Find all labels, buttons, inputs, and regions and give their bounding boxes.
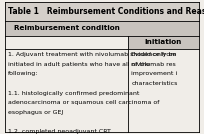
Text: Initiation: Initiation [145,39,182,45]
Text: Evidence from: Evidence from [131,52,176,57]
Bar [5,21,199,36]
Text: Reimbursement condition: Reimbursement condition [14,25,120,31]
Bar [5,36,128,49]
Bar [5,2,199,21]
Text: initiated in adult patients who have all of the: initiated in adult patients who have all… [8,62,149,67]
Text: 1. Adjuvant treatment with nivolumab should only be: 1. Adjuvant treatment with nivolumab sho… [8,52,176,57]
Bar [5,49,199,132]
Text: adenocarcinoma or squamous cell carcinoma of: adenocarcinoma or squamous cell carcinom… [8,100,159,105]
Text: Table 1   Reimbursement Conditions and Reasons: Table 1 Reimbursement Conditions and Rea… [8,7,204,16]
Text: nivolumab res: nivolumab res [131,62,176,67]
Bar [128,36,199,49]
Text: following:: following: [8,71,38,76]
Text: characteristics: characteristics [131,81,178,86]
Text: 1.1. histologically confirmed predominant: 1.1. histologically confirmed predominan… [8,91,139,96]
Text: esophagus or GEJ: esophagus or GEJ [8,110,63,115]
Text: 1.2. completed neoadjuvant CRT: 1.2. completed neoadjuvant CRT [8,129,110,134]
Text: improvement i: improvement i [131,71,177,76]
